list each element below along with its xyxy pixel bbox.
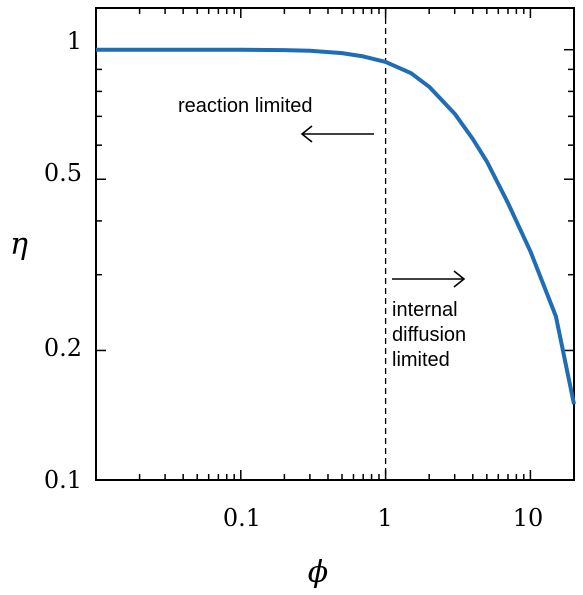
y-tick-label-0.1: 0.1 <box>44 466 82 494</box>
x-tick-label-10: 10 <box>513 504 544 532</box>
efficiency-curve <box>96 47 576 405</box>
y-tick-label-1: 1 <box>67 27 82 55</box>
x-tick-label-0.1: 0.1 <box>223 504 261 532</box>
arrow-left <box>300 125 374 143</box>
annotation-reaction-limited: reaction limited <box>178 95 313 117</box>
y-tick-label-0.2: 0.2 <box>44 334 82 362</box>
annotation-limited: limited <box>392 349 450 371</box>
y-tick-label-0.5: 0.5 <box>44 159 82 187</box>
y-axis-label: η <box>10 227 28 262</box>
x-tick-label-1: 1 <box>377 504 392 532</box>
plot-frame <box>95 7 575 481</box>
minor-ticks <box>96 8 574 480</box>
x-axis-label: ϕ <box>308 555 328 590</box>
arrow-right <box>392 270 466 288</box>
annotation-diffusion: diffusion <box>392 324 466 346</box>
annotation-internal: internal <box>392 299 458 321</box>
major-ticks <box>96 8 574 481</box>
